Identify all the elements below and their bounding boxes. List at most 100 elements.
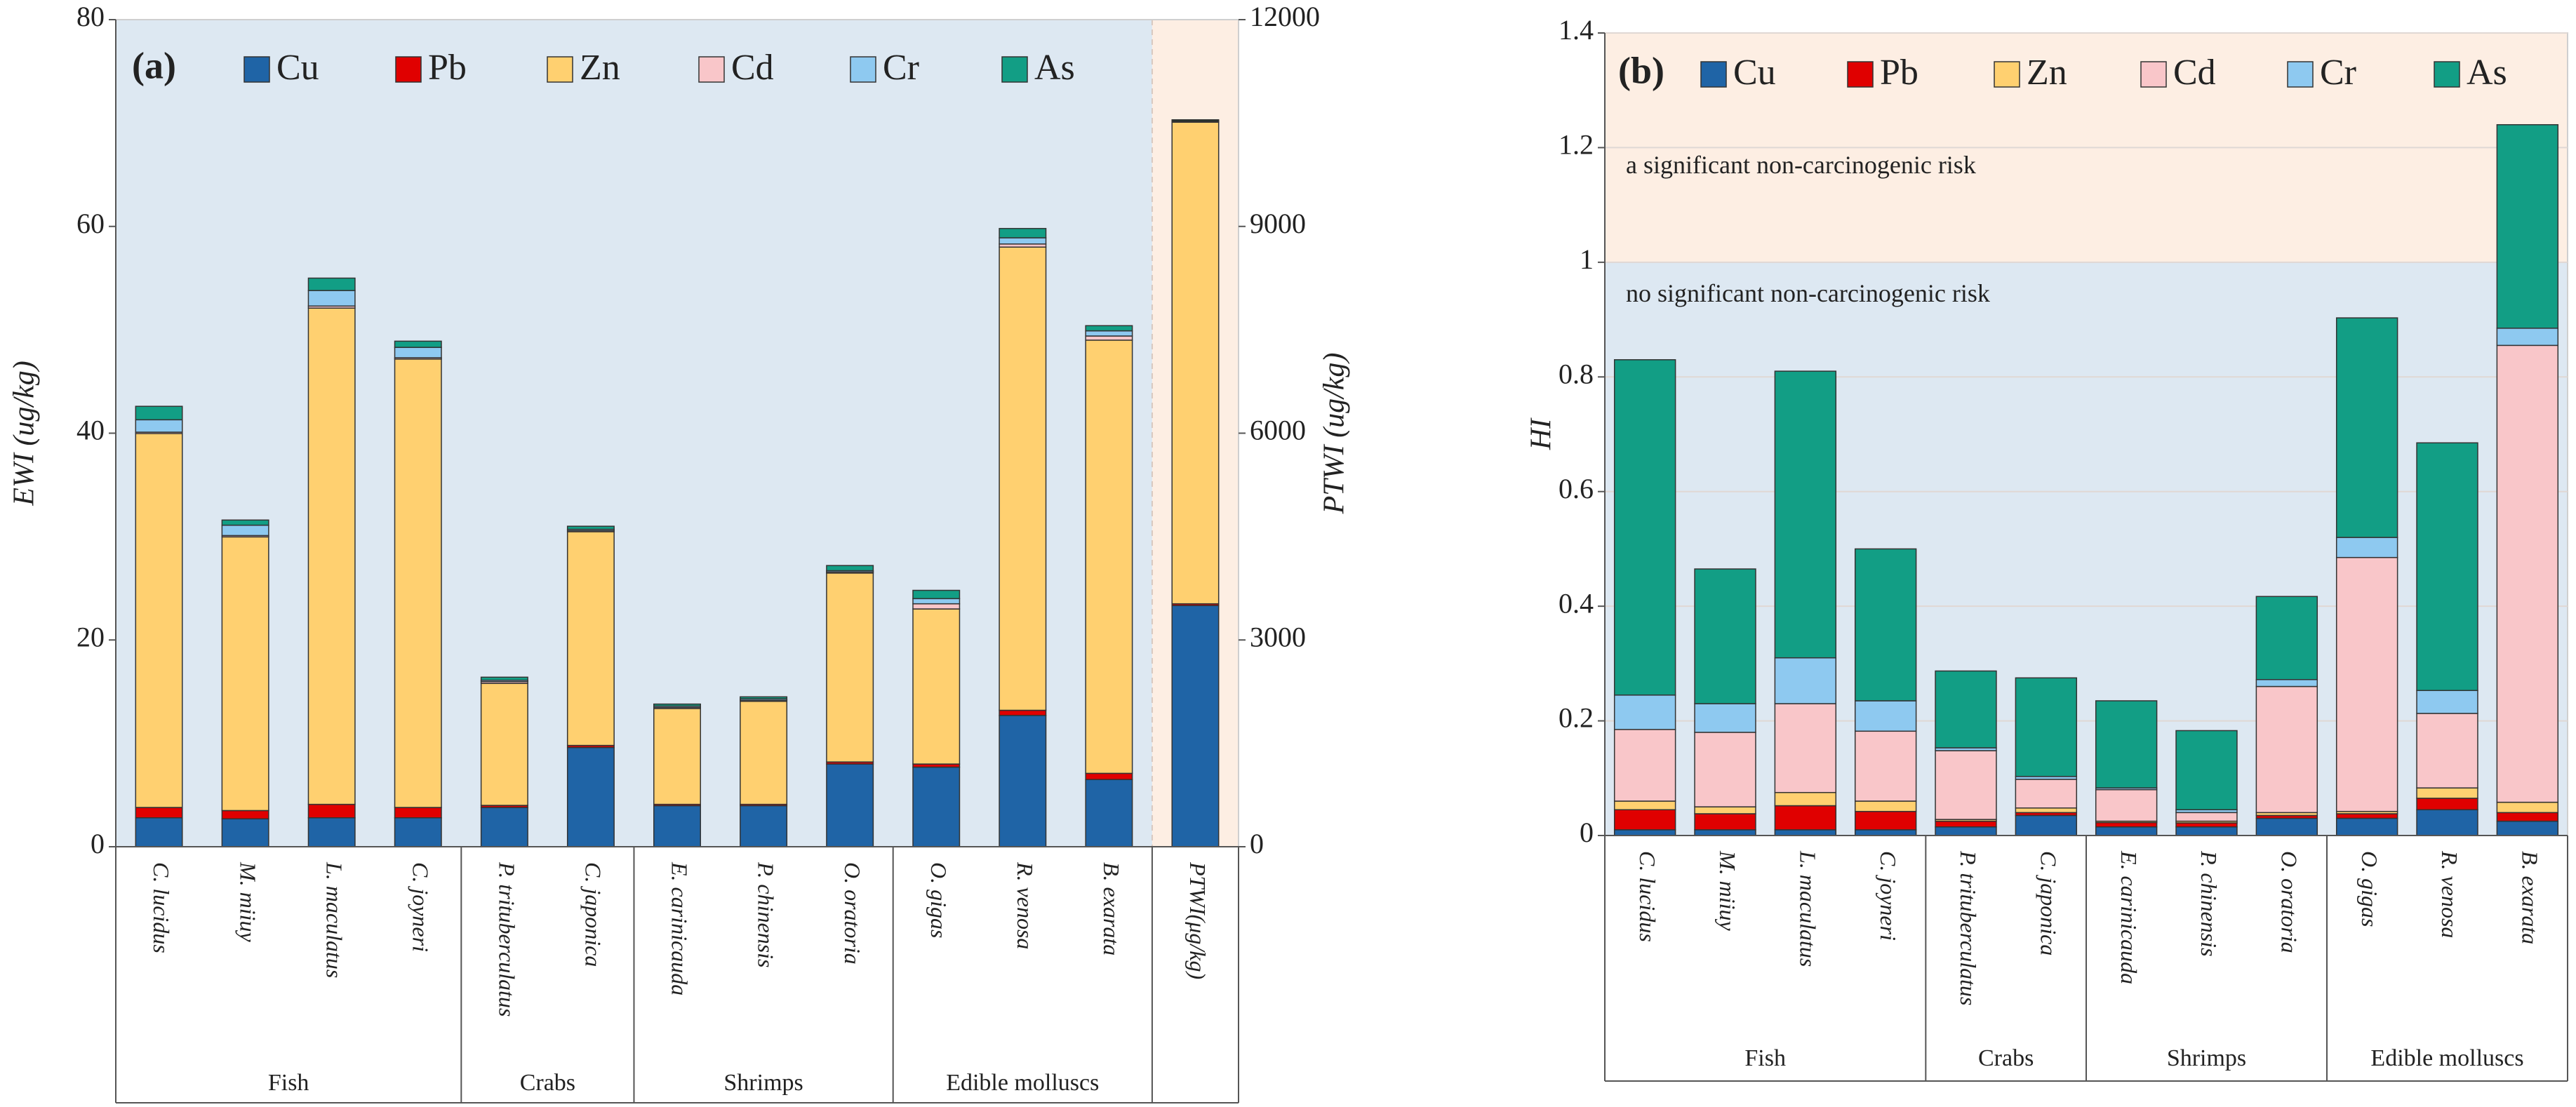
bar-segment bbox=[1694, 732, 1756, 807]
legend-swatch bbox=[1994, 61, 2020, 88]
bar-segment bbox=[566, 525, 615, 530]
bar-segment bbox=[912, 766, 961, 847]
bar-segment bbox=[307, 307, 356, 805]
bar-segment bbox=[912, 608, 961, 765]
bar-segment bbox=[1085, 340, 1133, 774]
y-tick-label: 0.4 bbox=[1559, 587, 1594, 619]
bar-segment bbox=[1085, 779, 1133, 847]
bar-segment bbox=[2496, 820, 2559, 836]
bar-segment bbox=[135, 807, 183, 819]
x-tick-label: O. gigas bbox=[2357, 851, 2382, 927]
bar-segment bbox=[1085, 330, 1133, 337]
y2-axis-title: PTWI (ug/kg) bbox=[1319, 353, 1351, 515]
y-tick-label: 1.4 bbox=[1559, 14, 1594, 46]
bar-segment bbox=[566, 746, 615, 847]
legend-label: Zn bbox=[2027, 53, 2067, 93]
bar-segment bbox=[2095, 700, 2158, 789]
legend-swatch bbox=[850, 56, 876, 83]
x-tick-label: C. japonica bbox=[581, 862, 606, 967]
legend-swatch bbox=[243, 56, 270, 83]
x-tick-label: O. oratoria bbox=[840, 862, 865, 965]
legend-label: Cd bbox=[731, 48, 774, 88]
group-label: Crabs bbox=[1978, 1045, 2034, 1071]
bar-segment bbox=[2496, 812, 2559, 822]
legend-label: Zn bbox=[580, 48, 620, 88]
bar-segment bbox=[2015, 814, 2078, 836]
bar-segment bbox=[1085, 335, 1133, 341]
bar-segment bbox=[653, 707, 701, 805]
y-tick-label: 60 bbox=[76, 208, 105, 239]
x-tick-label: B. exarata bbox=[2517, 851, 2542, 944]
bar-segment bbox=[1774, 805, 1837, 831]
x-tick-label: C. joyneri bbox=[1876, 851, 1901, 941]
bar-segment bbox=[1935, 670, 1997, 749]
zone-label: a significant non-carcinogenic risk bbox=[1626, 151, 1976, 179]
legend-label: As bbox=[2467, 53, 2507, 93]
bar-segment bbox=[2175, 822, 2238, 828]
bar-segment bbox=[2335, 817, 2398, 836]
legend-swatch bbox=[1847, 61, 1874, 88]
bar-segment bbox=[394, 358, 442, 808]
bar-segment bbox=[999, 246, 1047, 711]
y-tick-label: 0.8 bbox=[1559, 358, 1594, 389]
y-tick-label: 0 bbox=[1580, 817, 1594, 848]
bar-segment bbox=[1774, 703, 1837, 793]
legend-label: Cr bbox=[2320, 53, 2356, 93]
bar-segment bbox=[221, 818, 269, 847]
bar-segment bbox=[912, 598, 961, 605]
bar-segment bbox=[221, 519, 269, 526]
bar-segment bbox=[2095, 826, 2158, 836]
x-tick-label: L. maculatus bbox=[1795, 850, 1820, 967]
bar-segment bbox=[1774, 657, 1837, 704]
x-tick-label: B. exarata bbox=[1099, 862, 1124, 955]
bar-segment bbox=[221, 810, 269, 819]
legend-swatch bbox=[2287, 61, 2314, 88]
bar-segment bbox=[1171, 605, 1220, 847]
legend-swatch bbox=[1001, 56, 1028, 83]
bar-segment bbox=[394, 807, 442, 819]
x-tick-label: M. miiuy bbox=[235, 861, 260, 943]
bar-segment bbox=[999, 715, 1047, 847]
bar-segment bbox=[480, 676, 528, 681]
x-tick-label: L. maculatus bbox=[321, 861, 347, 978]
bar-segment bbox=[912, 589, 961, 600]
panel-label: (b) bbox=[1618, 49, 1664, 91]
y-tick-label: 80 bbox=[76, 1, 105, 32]
bar-segment bbox=[999, 709, 1047, 716]
bar-segment bbox=[2416, 442, 2478, 692]
x-tick-label: P. chinensis bbox=[2196, 850, 2222, 957]
bar-segment bbox=[221, 536, 269, 812]
bar-segment bbox=[1935, 750, 1997, 820]
bar-segment bbox=[1694, 568, 1756, 704]
bar-segment bbox=[1085, 325, 1133, 332]
x-tick-label: O. gigas bbox=[926, 862, 952, 938]
bar-segment bbox=[2335, 556, 2398, 812]
bar-segment bbox=[1935, 820, 1997, 828]
bar-segment bbox=[2015, 677, 2078, 777]
bar-segment bbox=[653, 805, 701, 847]
bar-segment bbox=[999, 227, 1047, 239]
legend-label: Cu bbox=[276, 48, 319, 88]
y-axis-title: EWI (ug/kg) bbox=[8, 361, 41, 506]
legend-label: Cu bbox=[1733, 53, 1776, 93]
bar-segment bbox=[1613, 809, 1676, 831]
legend-label: Pb bbox=[1880, 53, 1918, 93]
legend-label: Cr bbox=[883, 48, 919, 88]
y-tick-label: 1 bbox=[1580, 243, 1594, 275]
bar-segment bbox=[2175, 812, 2238, 822]
bar-segment bbox=[2496, 328, 2559, 347]
y-tick-label: 0 bbox=[91, 828, 105, 859]
bar-segment bbox=[1613, 829, 1676, 836]
group-label: Shrimps bbox=[2167, 1045, 2246, 1071]
y-tick-label: 1.2 bbox=[1559, 129, 1594, 161]
legend-swatch bbox=[1700, 61, 1727, 88]
bar-segment bbox=[1854, 730, 1917, 802]
legend-label: Cd bbox=[2173, 53, 2216, 93]
bar-segment bbox=[480, 683, 528, 806]
bar-segment bbox=[2175, 730, 2238, 810]
legend-swatch bbox=[2140, 61, 2167, 88]
y-tick-label: 0.6 bbox=[1559, 473, 1594, 504]
bar-segment bbox=[1171, 121, 1220, 605]
legend-label: As bbox=[1034, 48, 1075, 88]
